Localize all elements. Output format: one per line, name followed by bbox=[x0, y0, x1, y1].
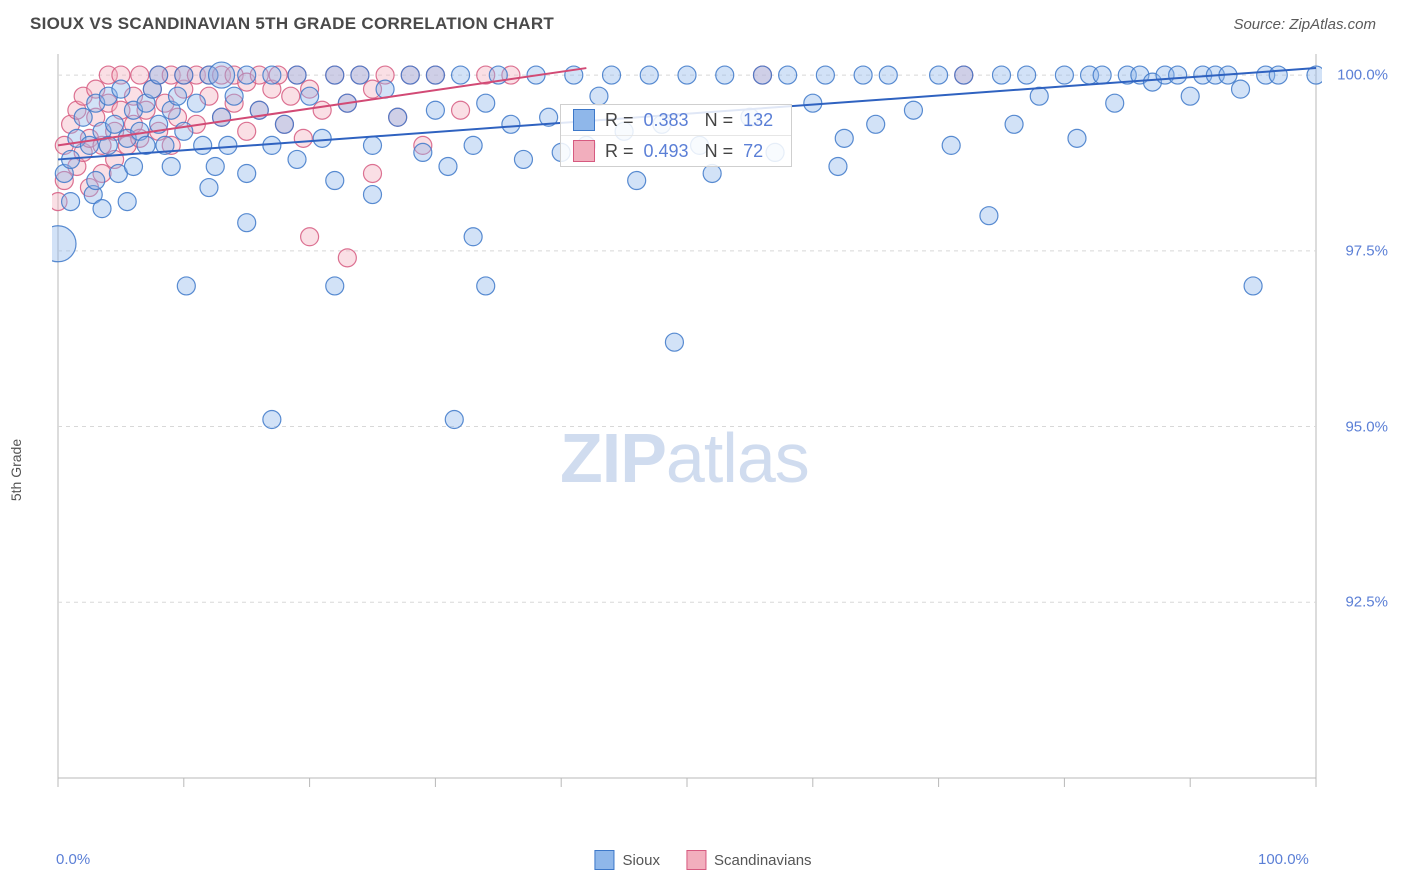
bottom-legend: Sioux Scandinavians bbox=[594, 850, 811, 870]
legend-swatch bbox=[594, 850, 614, 870]
stat-n-value: 72 bbox=[743, 141, 763, 162]
legend-label: Scandinavians bbox=[714, 852, 812, 869]
stat-r-label: R = bbox=[605, 141, 634, 162]
series-swatch bbox=[573, 109, 595, 131]
legend-item: Scandinavians bbox=[686, 850, 812, 870]
y-tick-label: 95.0% bbox=[1345, 418, 1388, 435]
correlation-stat-box: R = 0.383 N = 132 R = 0.493 N = 72 bbox=[560, 104, 792, 167]
stat-r-value: 0.383 bbox=[644, 110, 689, 131]
x-tick-label: 100.0% bbox=[1258, 851, 1309, 868]
chart-source: Source: ZipAtlas.com bbox=[1233, 16, 1376, 33]
legend-item: Sioux bbox=[594, 850, 660, 870]
stat-n-label: N = bbox=[705, 110, 734, 131]
series-swatch bbox=[573, 140, 595, 162]
legend-swatch bbox=[686, 850, 706, 870]
stat-row: R = 0.493 N = 72 bbox=[561, 136, 791, 166]
chart-header: SIOUX VS SCANDINAVIAN 5TH GRADE CORRELAT… bbox=[0, 0, 1406, 42]
stat-row: R = 0.383 N = 132 bbox=[561, 105, 791, 136]
legend-label: Sioux bbox=[622, 852, 660, 869]
stat-n-label: N = bbox=[705, 141, 734, 162]
y-tick-label: 92.5% bbox=[1345, 594, 1388, 611]
stat-r-value: 0.493 bbox=[644, 141, 689, 162]
y-tick-label: 100.0% bbox=[1337, 67, 1388, 84]
chart-title: SIOUX VS SCANDINAVIAN 5TH GRADE CORRELAT… bbox=[30, 14, 554, 34]
y-axis-label: 5th Grade bbox=[8, 439, 24, 501]
x-tick-label: 0.0% bbox=[56, 851, 90, 868]
chart-area: 5th Grade ZIPatlas R =0.383N =132R =0.49… bbox=[0, 48, 1406, 892]
stat-r-label: R = bbox=[605, 110, 634, 131]
stat-n-value: 132 bbox=[743, 110, 773, 131]
y-tick-label: 97.5% bbox=[1345, 242, 1388, 259]
